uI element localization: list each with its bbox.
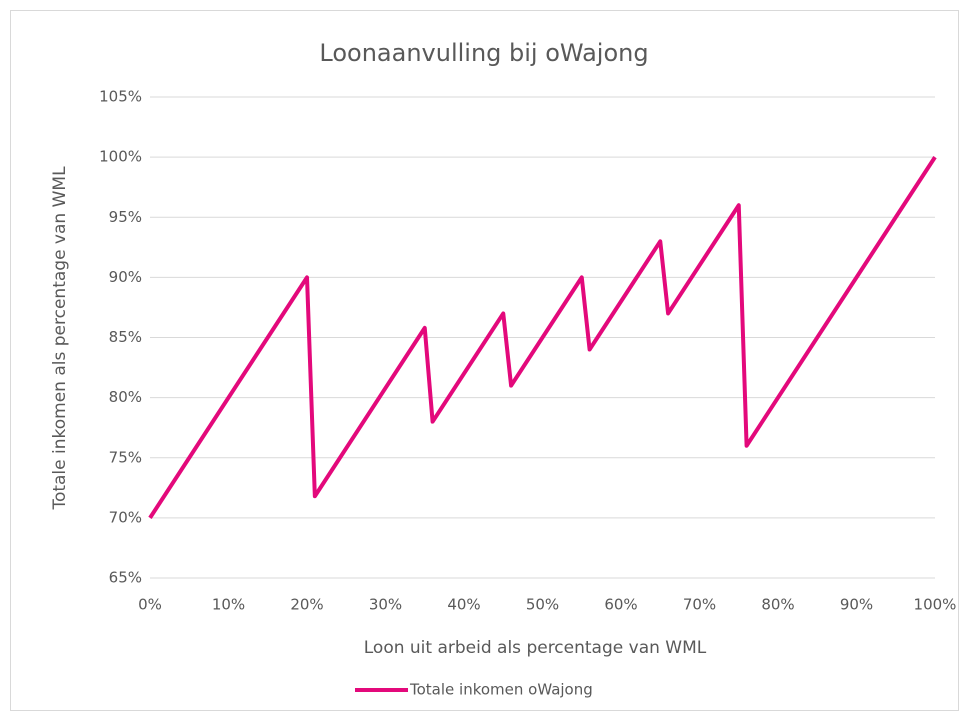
y-tick-label: 65% [109,569,142,587]
y-tick-label: 75% [109,448,142,466]
y-tick-label: 90% [109,268,142,286]
x-tick-label: 0% [138,596,162,614]
y-tick-label: 95% [109,208,142,226]
x-tick-label: 80% [761,596,794,614]
data-line [148,156,937,519]
x-tick-label: 50% [526,596,559,614]
x-axis-label: Loon uit arbeid als percentage van WML [364,638,707,658]
x-tick-label: 70% [683,596,716,614]
y-tick-label: 85% [109,328,142,346]
y-tick-label: 80% [109,388,142,406]
x-tick-label: 30% [369,596,402,614]
y-tick-label: 70% [109,508,142,526]
x-tick-label: 100% [914,596,957,614]
chart-title: Loonaanvulling bij oWajong [319,39,648,67]
x-tick-label: 40% [447,596,480,614]
y-tick-label: 100% [99,148,142,166]
x-tick-label: 60% [604,596,637,614]
x-tick-label: 90% [840,596,873,614]
x-tick-label: 10% [212,596,245,614]
legend-label: Totale inkomen oWajong [409,681,593,699]
y-tick-label: 105% [99,88,142,106]
x-tick-label: 20% [290,596,323,614]
y-axis-label: Totale inkomen als percentage van WML [50,166,70,511]
